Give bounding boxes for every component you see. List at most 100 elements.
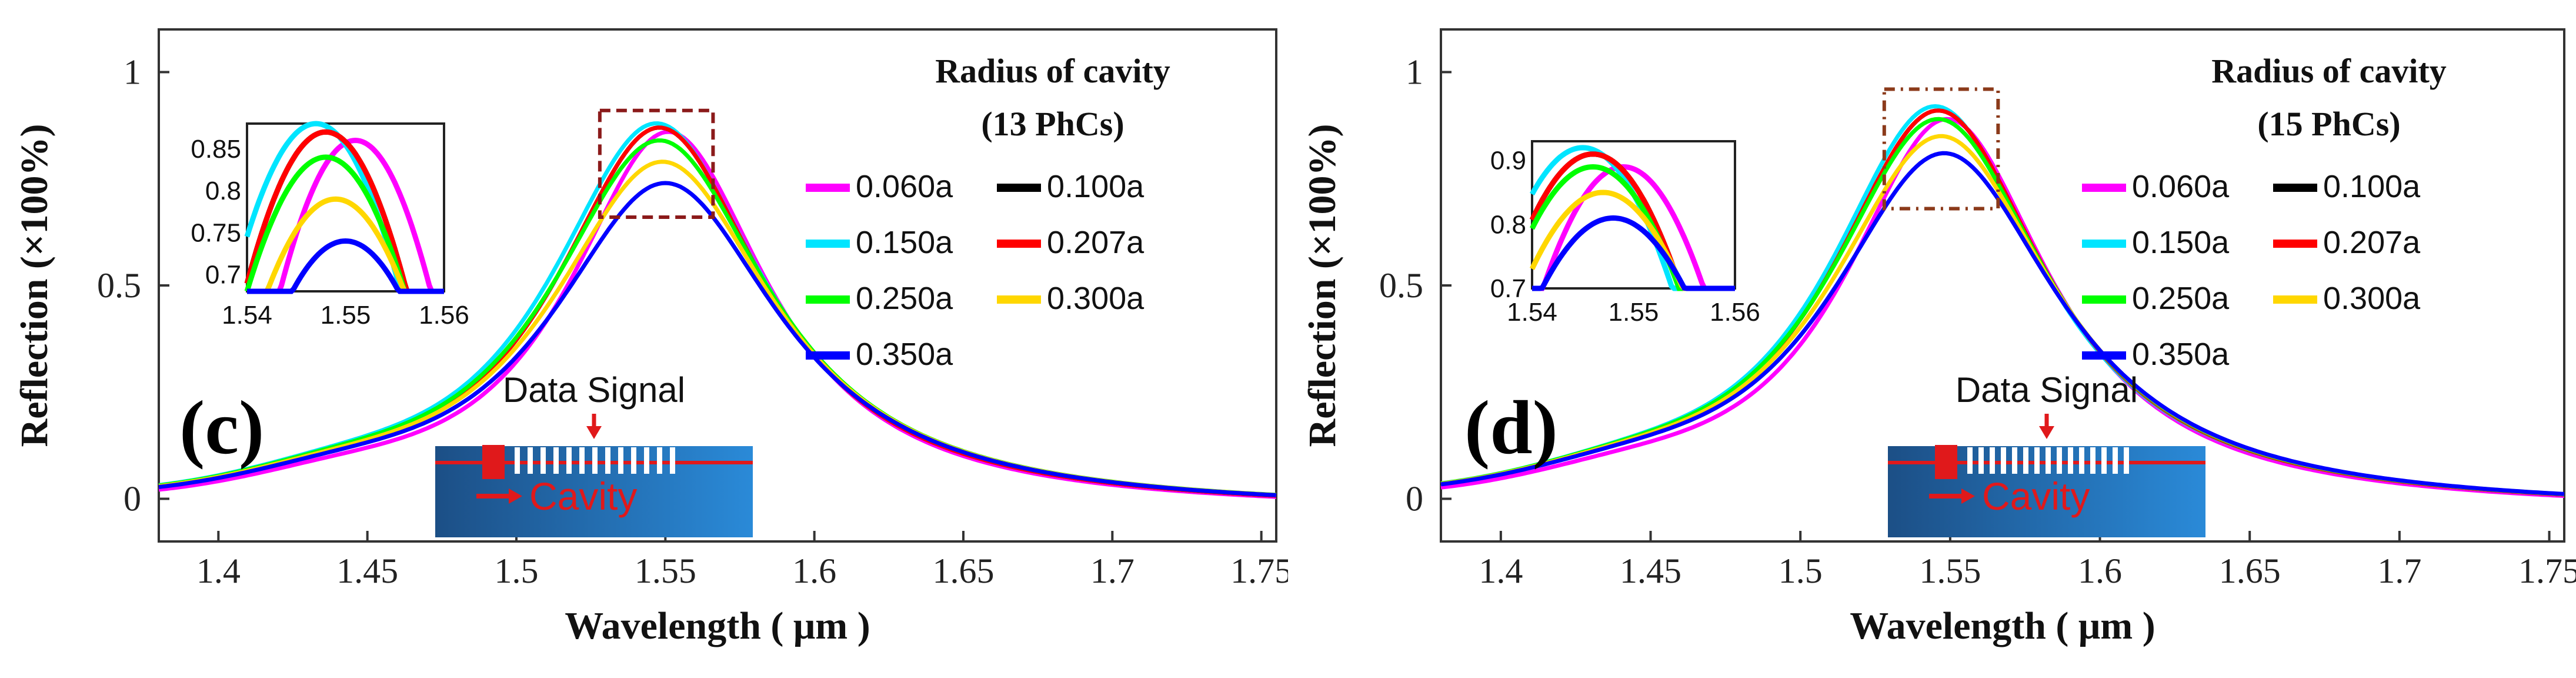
legend-title-line1: Radius of cavity [935, 52, 1170, 90]
phc-hole [528, 447, 533, 474]
legend-label-0.350a: 0.350a [856, 337, 953, 372]
cavity-marker [482, 445, 505, 479]
panel-letter: (d) [1464, 385, 1558, 470]
legend: 0.060a 0.100a 0.150a 0.207a 0.250a 0.300a 0.35… [806, 169, 1144, 372]
inset-plot: 1.54 1.55 1.56 0.85 0.8 0.75 0.7 [191, 121, 469, 330]
cavity-label: Cavity [529, 474, 637, 518]
cavity-arrow-head [1961, 488, 1975, 504]
x-tick-label: 1.4 [196, 551, 241, 590]
phc-hole [2001, 447, 2006, 474]
x-tick-label: 1.55 [1919, 551, 1981, 590]
legend-title-line2: (13 PhCs) [981, 105, 1124, 143]
legend-label-0.060a: 0.060a [2132, 169, 2230, 204]
signal-arrow-head [2039, 426, 2054, 439]
legend-label-0.100a: 0.100a [2323, 169, 2421, 204]
y-tick-label: 0 [124, 480, 141, 519]
cavity-schematic: Data Signal Cavity [1888, 370, 2205, 537]
inset-y-tick-label: 0.7 [1490, 274, 1526, 303]
inset-x-tick-label: 1.55 [1609, 298, 1659, 327]
series-line-0.350a [158, 181, 1277, 497]
legend-label-0.250a: 0.250a [856, 281, 953, 316]
phc-hole [553, 447, 559, 474]
y-tick-label: 1 [1406, 53, 1423, 92]
inset-x-tick-label: 1.54 [222, 301, 272, 330]
legend-label-0.150a: 0.150a [2132, 225, 2230, 260]
zoom-region-box [598, 108, 715, 219]
phc-hole [2113, 447, 2118, 474]
phc-hole [2068, 447, 2073, 474]
inset-y-tick-label: 0.9 [1490, 147, 1526, 175]
y-tick-label: 1 [124, 53, 141, 92]
curve-group [1440, 104, 2565, 498]
y-tick-label: 0 [1406, 480, 1423, 519]
series-line-0.060a [1440, 117, 2565, 498]
phc-hole [1967, 447, 1973, 474]
legend-label-0.300a: 0.300a [2323, 281, 2421, 316]
panel-letter: (c) [179, 385, 264, 470]
phc-hole [2057, 447, 2062, 474]
tick-group: 1.4 1.45 1.5 1.55 1.6 1.65 1.7 1.75 0 0.5 1 [1379, 53, 2576, 591]
x-tick-label: 1.7 [1090, 551, 1134, 590]
inset-y-tick-label: 0.7 [205, 261, 241, 290]
x-tick-label: 1.45 [1620, 551, 1681, 590]
phc-hole [515, 447, 520, 474]
y-tick-label: 0.5 [1379, 266, 1423, 305]
inset-curve-group [1529, 145, 1735, 291]
phc-hole [2090, 447, 2095, 474]
y-axis-title: Reflection (×100%) [1301, 124, 1344, 447]
inset-y-tick-label: 0.8 [1490, 210, 1526, 239]
legend-label-0.300a: 0.300a [1047, 281, 1144, 316]
cavity-arrow-head [509, 488, 522, 504]
chart-panel-d: 1.4 1.45 1.5 1.55 1.6 1.65 1.7 1.75 0 0.5 1 1.54 1.… [1288, 0, 2576, 678]
phc-hole [618, 447, 623, 474]
legend-label-0.100a: 0.100a [1047, 169, 1144, 204]
data-signal-label: Data Signal [1956, 370, 2138, 410]
x-tick-label: 1.55 [635, 551, 696, 590]
phc-hole [540, 447, 546, 474]
phc-hole [2101, 447, 2107, 474]
legend-label-0.350a: 0.350a [2132, 337, 2230, 372]
curve-group [158, 121, 1277, 499]
inset-x-tick-label: 1.55 [321, 301, 371, 330]
chart-panel-c: 1.4 1.45 1.5 1.55 1.6 1.65 1.7 1.75 0 0.5 1 1.54 1.… [13, 28, 1288, 647]
x-tick-label: 1.4 [1479, 551, 1523, 590]
inset-y-tick-label: 0.75 [191, 218, 241, 247]
inset-y-tick-label: 0.8 [205, 177, 241, 205]
phc-hole [2034, 447, 2040, 474]
inset-series-line-0.060a [1532, 164, 1735, 291]
x-tick-label: 1.5 [1778, 551, 1823, 590]
tick-group: 1.4 1.45 1.5 1.55 1.6 1.65 1.7 1.75 0 0.5 1 [97, 53, 1288, 591]
x-tick-label: 1.65 [2219, 551, 2281, 590]
phc-hole [2046, 447, 2051, 474]
inset-tick-group: 1.54 1.55 1.56 0.85 0.8 0.75 0.7 [191, 135, 469, 330]
cavity-label: Cavity [1982, 474, 2090, 518]
zoom-region-box [1882, 87, 2000, 211]
legend-label-0.150a: 0.150a [856, 225, 953, 260]
phc-hole [631, 447, 636, 474]
x-tick-label: 1.75 [1230, 551, 1288, 590]
inset-series-line-0.350a [247, 238, 444, 294]
phc-hole [644, 447, 649, 474]
phc-hole [579, 447, 585, 474]
legend-label-0.250a: 0.250a [2132, 281, 2230, 316]
legend-title-line1: Radius of cavity [2211, 52, 2447, 90]
y-tick-label: 0.5 [97, 266, 141, 305]
phc-hole [657, 447, 662, 474]
x-tick-label: 1.45 [336, 551, 398, 590]
inset-y-tick-label: 0.85 [191, 135, 241, 164]
inset-x-tick-label: 1.56 [419, 301, 469, 330]
data-signal-label: Data Signal [503, 370, 685, 410]
inset-curve-group [244, 121, 444, 294]
x-tick-label: 1.7 [2377, 551, 2421, 590]
legend: 0.060a 0.100a 0.150a 0.207a 0.250a 0.300a 0.35… [2082, 169, 2421, 372]
x-axis-title: Wavelength ( μm ) [565, 604, 870, 647]
inset-tick-group: 1.54 1.55 1.56 0.9 0.8 0.7 [1490, 147, 1760, 327]
legend-label-0.207a: 0.207a [1047, 225, 1144, 260]
inset-plot: 1.54 1.55 1.56 0.9 0.8 0.7 [1490, 140, 1760, 327]
x-tick-label: 1.65 [933, 551, 995, 590]
x-axis-title: Wavelength ( μm ) [1850, 604, 2155, 647]
inset-x-tick-label: 1.56 [1710, 298, 1760, 327]
legend-label-0.060a: 0.060a [856, 169, 953, 204]
